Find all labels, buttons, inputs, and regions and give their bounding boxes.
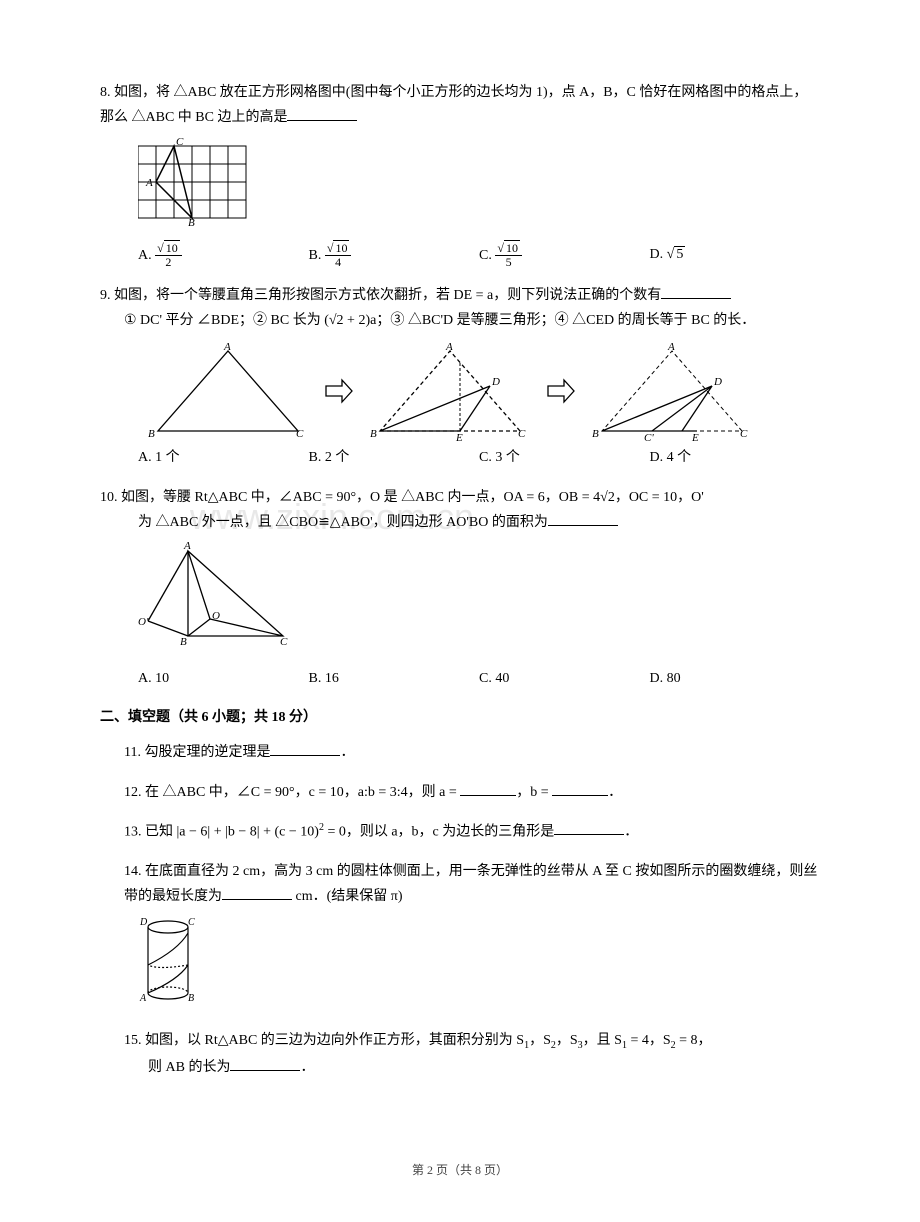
svg-text:B: B bbox=[188, 217, 195, 226]
q13-text-2: = 0，则以 a，b，c 为边长的三角形是 bbox=[324, 824, 554, 839]
q10-text-1: 如图，等腰 Rt△ABC 中，∠ABC = 90°，O 是 △ABC 内一点，O… bbox=[121, 490, 704, 505]
q11-number: 11. bbox=[124, 745, 141, 760]
q8-text: 如图，将 △ABC 放在正方形网格图中(图中每个小正方形的边长均为 1)，点 A… bbox=[100, 85, 807, 125]
q12-blank-b bbox=[552, 782, 608, 796]
q9-opt-b: B. 2 个 bbox=[309, 445, 480, 470]
svg-text:B: B bbox=[148, 428, 155, 440]
arrow-icon bbox=[546, 376, 576, 406]
svg-text:C: C bbox=[296, 428, 304, 440]
question-9: 9. 如图，将一个等腰直角三角形按图示方式依次翻折，若 DE = a，则下列说法… bbox=[100, 283, 820, 471]
q10-diagram: A B C O O' bbox=[138, 541, 820, 660]
footer-text: 第 2 页（共 8 页） bbox=[412, 1163, 508, 1177]
q9-blank bbox=[661, 285, 731, 299]
q10-text-2: 为 △ABC 外一点，且 △CBO≌△ABO'，则四边形 AO'BO 的面积为 bbox=[138, 515, 548, 530]
svg-text:O': O' bbox=[138, 616, 149, 628]
q8-opt-c: C. 105 bbox=[479, 242, 650, 269]
svg-text:E: E bbox=[455, 432, 463, 441]
question-14: 14. 在底面直径为 2 cm，高为 3 cm 的圆柱体侧面上，用一条无弹性的丝… bbox=[124, 859, 820, 1015]
q8-options: A. 102 B. 104 C. 105 D. 5 bbox=[138, 242, 820, 269]
svg-text:A: A bbox=[145, 177, 153, 189]
q14-number: 14. bbox=[124, 864, 142, 879]
q8-opt-b: B. 104 bbox=[309, 242, 480, 269]
q10-opt-d: D. 80 bbox=[650, 666, 821, 691]
q8-diagram: A B C bbox=[138, 136, 820, 235]
svg-text:B: B bbox=[180, 636, 187, 648]
q9-diagram: A B C A B C D E A B C D E bbox=[138, 341, 820, 441]
q8-opt-d: D. 5 bbox=[650, 242, 821, 269]
q15-number: 15. bbox=[124, 1033, 142, 1048]
svg-text:O: O bbox=[212, 610, 220, 622]
q9-opt-c: C. 3 个 bbox=[479, 445, 650, 470]
q9-number: 9. bbox=[100, 288, 111, 303]
svg-text:C: C bbox=[518, 428, 526, 440]
svg-text:B: B bbox=[592, 428, 599, 440]
svg-text:A: A bbox=[183, 541, 191, 552]
q9-opt-a: A. 1 个 bbox=[138, 445, 309, 470]
svg-text:A: A bbox=[223, 341, 231, 353]
q9-statements: ① DC' 平分 ∠BDE；② BC 长为 (√2 + 2)a；③ △BC'D … bbox=[124, 308, 820, 333]
q15-text-1: 如图，以 Rt△ABC 的三边为边向外作正方形，其面积分别为 S bbox=[145, 1033, 524, 1048]
q10-number: 10. bbox=[100, 490, 118, 505]
q9-opt-d: D. 4 个 bbox=[650, 445, 821, 470]
svg-text:A: A bbox=[139, 993, 147, 1004]
q13-text-1: 已知 |a − 6| + |b − 8| + (c − 10) bbox=[145, 824, 319, 839]
svg-text:B: B bbox=[370, 428, 377, 440]
svg-text:E: E bbox=[691, 432, 699, 441]
q11-text: 勾股定理的逆定理是 bbox=[144, 745, 270, 760]
q10-opt-a: A. 10 bbox=[138, 666, 309, 691]
question-13: 13. 已知 |a − 6| + |b − 8| + (c − 10)2 = 0… bbox=[124, 819, 820, 845]
q13-blank bbox=[554, 821, 624, 835]
section-2-header: 二、填空题（共 6 小题；共 18 分） bbox=[100, 705, 820, 730]
q9-text: 如图，将一个等腰直角三角形按图示方式依次翻折，若 DE = a，则下列说法正确的… bbox=[114, 288, 661, 303]
svg-text:C: C bbox=[176, 136, 184, 148]
q10-blank bbox=[548, 512, 618, 526]
q10-opt-c: C. 40 bbox=[479, 666, 650, 691]
svg-text:A: A bbox=[445, 341, 453, 353]
q10-options: A. 10 B. 16 C. 40 D. 80 bbox=[138, 666, 820, 691]
q12-text: 在 △ABC 中，∠C = 90°，c = 10，a:b = 3:4，则 a = bbox=[145, 785, 460, 800]
q8-blank bbox=[287, 107, 357, 121]
question-8: 8. 如图，将 △ABC 放在正方形网格图中(图中每个小正方形的边长均为 1)，… bbox=[100, 80, 820, 269]
q9-options: A. 1 个 B. 2 个 C. 3 个 D. 4 个 bbox=[138, 445, 820, 470]
question-10: www.zixin.com.cn 10. 如图，等腰 Rt△ABC 中，∠ABC… bbox=[100, 485, 820, 692]
q15-text-2: 则 AB 的长为 bbox=[148, 1060, 230, 1075]
svg-text:C': C' bbox=[644, 432, 654, 441]
question-11: 11. 勾股定理的逆定理是． bbox=[124, 740, 820, 765]
q8-number: 8. bbox=[100, 85, 111, 100]
q12-blank-a bbox=[460, 782, 516, 796]
q12-number: 12. bbox=[124, 785, 142, 800]
svg-text:C: C bbox=[740, 428, 748, 440]
arrow-icon bbox=[324, 376, 354, 406]
q14-blank bbox=[222, 886, 292, 900]
question-15: 15. 如图，以 Rt△ABC 的三边为边向外作正方形，其面积分别为 S1，S2… bbox=[124, 1028, 820, 1080]
q14-unit: cm．(结果保留 π) bbox=[292, 889, 403, 904]
question-12: 12. 在 △ABC 中，∠C = 90°，c = 10，a:b = 3:4，则… bbox=[124, 780, 820, 805]
svg-text:C: C bbox=[280, 636, 288, 648]
svg-text:A: A bbox=[667, 341, 675, 353]
svg-text:D: D bbox=[713, 376, 722, 388]
q13-number: 13. bbox=[124, 824, 142, 839]
q15-blank bbox=[230, 1057, 300, 1071]
q14-diagram: A B C D bbox=[138, 915, 820, 1014]
svg-text:D: D bbox=[491, 376, 500, 388]
q11-blank bbox=[270, 742, 340, 756]
q8-opt-a: A. 102 bbox=[138, 242, 309, 269]
svg-text:C: C bbox=[188, 917, 195, 928]
page-footer: 第 2 页（共 8 页） bbox=[100, 1160, 820, 1182]
svg-text:D: D bbox=[139, 917, 148, 928]
q10-opt-b: B. 16 bbox=[309, 666, 480, 691]
svg-text:B: B bbox=[188, 993, 194, 1004]
